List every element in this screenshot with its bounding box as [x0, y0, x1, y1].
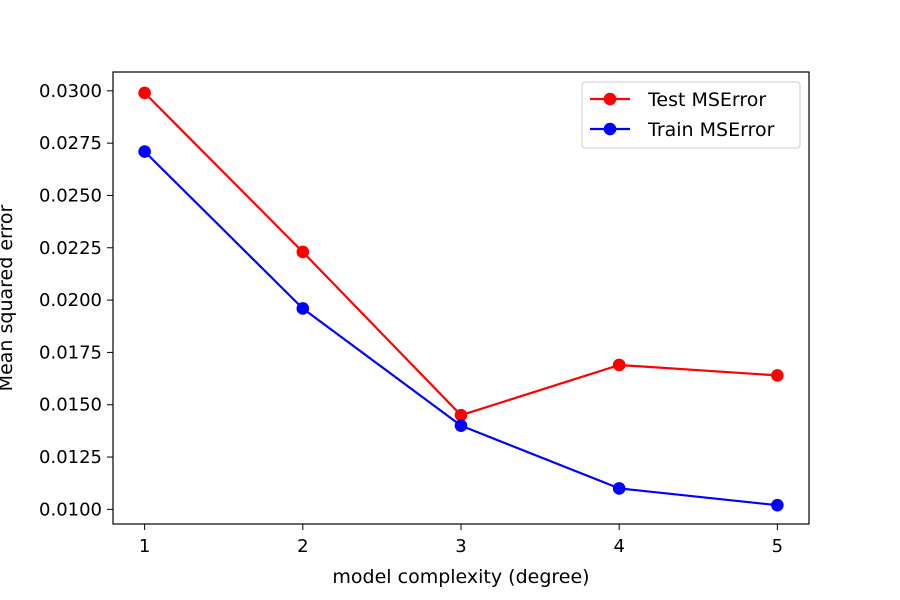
- y-tick-label: 0.0150: [39, 395, 102, 416]
- y-tick-label: 0.0300: [39, 81, 102, 102]
- train-mserror-point: [771, 498, 784, 512]
- x-tick-label: 2: [297, 536, 308, 557]
- train-mserror-line: [143, 150, 778, 507]
- legend-test-mserror-marker: [603, 92, 617, 106]
- train-mserror-point: [454, 419, 468, 432]
- y-tick-label: 0.0250: [39, 185, 102, 206]
- train-mserror-point: [296, 302, 310, 315]
- test-mserror-point: [138, 86, 151, 100]
- legend-box: [581, 81, 801, 149]
- legend-train-mserror-marker: [603, 122, 617, 136]
- x-axis: 1 2 3 4 5: [139, 524, 783, 557]
- y-tick-label: 0.0100: [39, 499, 102, 520]
- y-axis: 0.0100 0.0125 0.0150 0.0175 0.0200 0.0225 0.02…: [39, 81, 113, 520]
- series-layer: [138, 86, 784, 512]
- x-tick-label: 5: [772, 536, 783, 557]
- x-tick-label: 3: [455, 536, 466, 557]
- test-mserror-point: [771, 369, 784, 382]
- legend-test-mserror-label: Test MSError: [647, 89, 766, 111]
- y-axis-label: Mean squared error: [0, 204, 17, 391]
- x-tick-label: 4: [613, 536, 624, 557]
- test-mserror-point: [454, 408, 468, 422]
- y-tick-label: 0.0125: [39, 447, 102, 468]
- test-mserror-point: [296, 245, 310, 259]
- x-tick-label: 1: [139, 536, 150, 557]
- train-mserror-point: [612, 482, 626, 495]
- x-axis-label: model complexity (degree): [332, 566, 589, 588]
- y-tick-label: 0.0225: [39, 238, 102, 259]
- y-tick-label: 0.0175: [39, 342, 102, 363]
- train-mserror-point: [138, 145, 151, 158]
- legend: Test MSError Train MSError: [581, 81, 801, 149]
- y-tick-label: 0.0200: [39, 290, 102, 311]
- test-mserror-point: [612, 358, 626, 372]
- legend-train-mserror-label: Train MSError: [647, 119, 775, 141]
- y-tick-label: 0.0275: [39, 133, 102, 154]
